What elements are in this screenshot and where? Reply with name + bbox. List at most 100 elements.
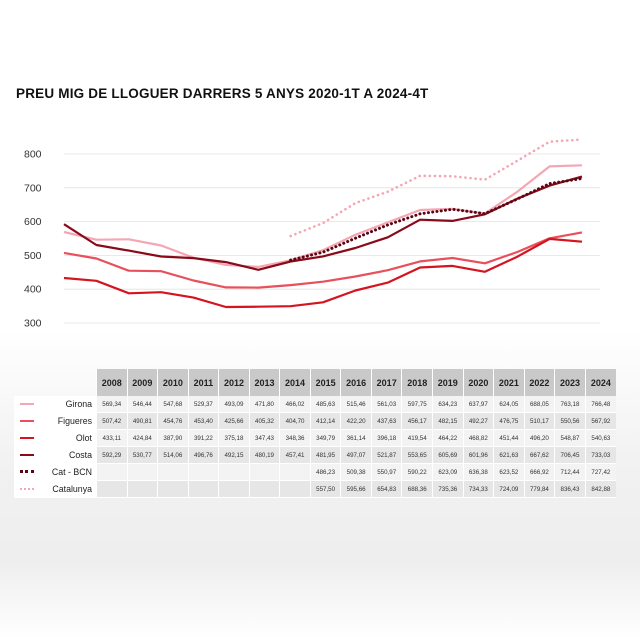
year-header: 2024 bbox=[584, 369, 616, 396]
year-header: 2022 bbox=[523, 369, 555, 396]
year-header: 2017 bbox=[370, 369, 402, 396]
table-cell: 623,09 bbox=[432, 463, 464, 481]
table-cell: 509,38 bbox=[340, 463, 372, 481]
legend-entry: Costa bbox=[14, 446, 97, 464]
table-corner bbox=[14, 369, 97, 396]
legend-swatch bbox=[20, 454, 34, 456]
year-header: 2020 bbox=[462, 369, 494, 396]
table-cell: 496,76 bbox=[187, 446, 219, 464]
table-cell: 637,97 bbox=[462, 396, 494, 413]
series-name: Girona bbox=[65, 399, 92, 409]
table-cell: 485,63 bbox=[309, 396, 341, 413]
table-cell: 492,15 bbox=[218, 446, 250, 464]
table-cell: 437,63 bbox=[370, 412, 402, 430]
table-cell: 540,63 bbox=[584, 429, 616, 447]
series-line-olot bbox=[63, 237, 583, 309]
legend-entry: Cat - BCN bbox=[14, 463, 97, 481]
year-header: 2014 bbox=[279, 369, 311, 396]
table-cell: 666,92 bbox=[523, 463, 555, 481]
table-cell: 496,20 bbox=[523, 429, 555, 447]
legend-entry: Figueres bbox=[14, 412, 97, 430]
table-cell: 724,09 bbox=[493, 480, 525, 498]
table-row: Cat - BCN 486,23 509,38 550,97 590,22 623,09 6… bbox=[14, 463, 616, 481]
legend-swatch bbox=[20, 420, 34, 422]
year-header: 2016 bbox=[340, 369, 372, 396]
year-header: 2023 bbox=[554, 369, 586, 396]
table-cell bbox=[126, 480, 158, 498]
table-cell: 706,45 bbox=[554, 446, 586, 464]
table-cell: 476,75 bbox=[493, 412, 525, 430]
table-cell: 471,80 bbox=[248, 396, 280, 413]
table-cell: 654,83 bbox=[370, 480, 402, 498]
table-cell: 486,23 bbox=[309, 463, 341, 481]
table-cell: 464,22 bbox=[432, 429, 464, 447]
table-cell: 391,22 bbox=[187, 429, 219, 447]
table-cell: 601,96 bbox=[462, 446, 494, 464]
table-cell: 482,15 bbox=[432, 412, 464, 430]
table-cell: 553,65 bbox=[401, 446, 433, 464]
y-tick-label: 800 bbox=[24, 149, 42, 161]
table-cell: 836,43 bbox=[554, 480, 586, 498]
table-cell: 727,42 bbox=[584, 463, 616, 481]
y-axis-ticks: 800 700 600 500 400 300 bbox=[24, 149, 42, 330]
table-cell: 375,18 bbox=[218, 429, 250, 447]
table-cell bbox=[248, 480, 280, 498]
data-table: 2008 2009 2010 2011 2012 2013 2014 2015 2016 2017… bbox=[14, 369, 616, 498]
table-cell bbox=[187, 480, 219, 498]
legend-swatch bbox=[20, 470, 34, 473]
series-line-figueres bbox=[63, 231, 583, 289]
table-cell: 497,07 bbox=[340, 446, 372, 464]
table-cell: 550,97 bbox=[370, 463, 402, 481]
table-cell: 396,18 bbox=[370, 429, 402, 447]
table-cell: 424,84 bbox=[126, 429, 158, 447]
table-cell: 433,11 bbox=[96, 429, 128, 447]
table-cell bbox=[126, 463, 158, 481]
legend-entry: Olot bbox=[14, 429, 97, 447]
table-cell: 733,03 bbox=[584, 446, 616, 464]
table-cell: 507,42 bbox=[96, 412, 128, 430]
table-cell: 592,29 bbox=[96, 446, 128, 464]
table-cell: 569,34 bbox=[96, 396, 128, 413]
table-cell: 510,17 bbox=[523, 412, 555, 430]
table-cell: 634,23 bbox=[432, 396, 464, 413]
table-cell: 412,14 bbox=[309, 412, 341, 430]
table-cell: 735,36 bbox=[432, 480, 464, 498]
table-cell: 712,44 bbox=[554, 463, 586, 481]
table-cell: 590,22 bbox=[401, 463, 433, 481]
table-cell: 480,19 bbox=[248, 446, 280, 464]
table-cell: 688,36 bbox=[401, 480, 433, 498]
table-cell: 468,82 bbox=[462, 429, 494, 447]
table-cell bbox=[96, 463, 128, 481]
table-cell: 595,66 bbox=[340, 480, 372, 498]
year-header: 2011 bbox=[187, 369, 219, 396]
year-header: 2009 bbox=[126, 369, 158, 396]
table-cell: 557,50 bbox=[309, 480, 341, 498]
table-row: Catalunya 557,50 595,66 654,83 688,36 735,36 7… bbox=[14, 480, 616, 498]
table-cell: 766,48 bbox=[584, 396, 616, 413]
table-cell: 361,14 bbox=[340, 429, 372, 447]
year-header: 2018 bbox=[401, 369, 433, 396]
table-cell: 419,54 bbox=[401, 429, 433, 447]
table-cell: 623,52 bbox=[493, 463, 525, 481]
table-cell: 624,05 bbox=[493, 396, 525, 413]
table-cell: 404,70 bbox=[279, 412, 311, 430]
series-name: Catalunya bbox=[52, 484, 92, 494]
table-cell bbox=[157, 480, 189, 498]
table-cell bbox=[218, 480, 250, 498]
table-cell: 348,36 bbox=[279, 429, 311, 447]
table-cell bbox=[248, 463, 280, 481]
table-cell: 734,33 bbox=[462, 480, 494, 498]
table-cell: 457,41 bbox=[279, 446, 311, 464]
table-cell: 405,32 bbox=[248, 412, 280, 430]
table-cell: 425,66 bbox=[218, 412, 250, 430]
table-cell: 451,44 bbox=[493, 429, 525, 447]
table-cell bbox=[157, 463, 189, 481]
table-cell: 567,92 bbox=[584, 412, 616, 430]
series-line-girona bbox=[63, 164, 583, 268]
table-cell: 514,06 bbox=[157, 446, 189, 464]
legend-entry: Catalunya bbox=[14, 480, 97, 498]
table-cell: 515,46 bbox=[340, 396, 372, 413]
table-cell: 547,68 bbox=[157, 396, 189, 413]
y-tick-label: 300 bbox=[24, 318, 42, 330]
legend-entry: Girona bbox=[14, 396, 97, 413]
